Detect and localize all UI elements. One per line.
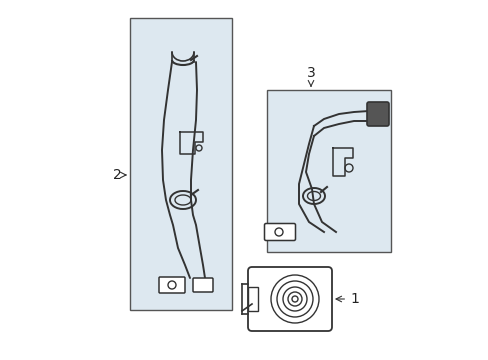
Text: 1: 1 (335, 292, 358, 306)
Bar (130, 18, 231, 310)
FancyBboxPatch shape (159, 277, 184, 293)
Bar (247, 287, 258, 311)
FancyBboxPatch shape (264, 224, 295, 240)
FancyBboxPatch shape (193, 278, 213, 292)
FancyBboxPatch shape (247, 267, 331, 331)
Text: 2: 2 (113, 168, 122, 182)
Text: 3: 3 (306, 66, 315, 80)
FancyBboxPatch shape (366, 102, 388, 126)
Bar (266, 90, 390, 252)
